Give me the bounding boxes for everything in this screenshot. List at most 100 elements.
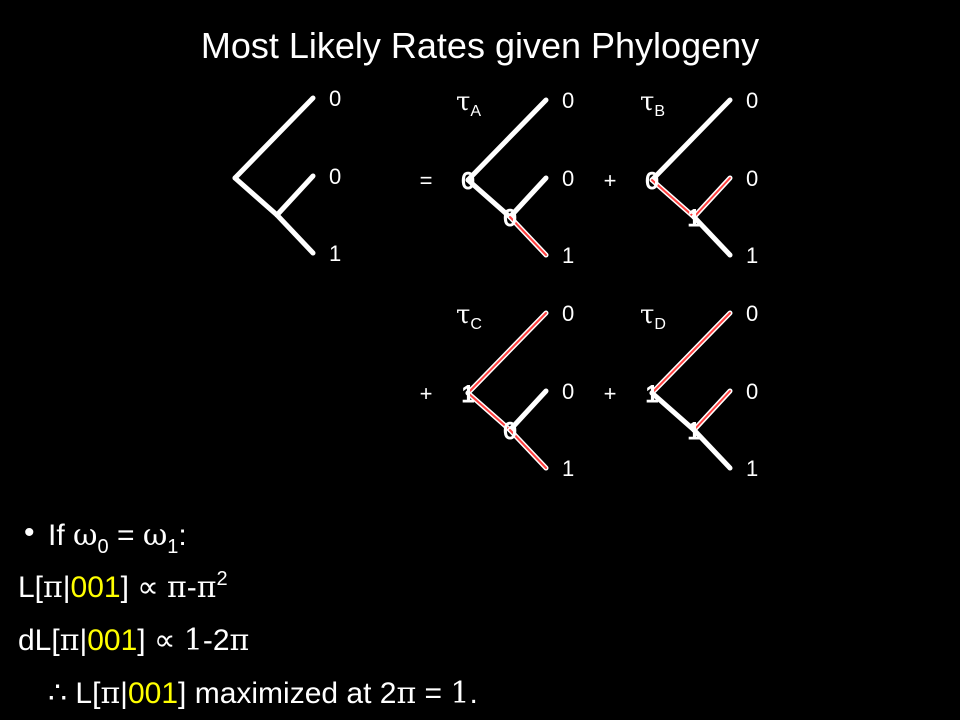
seg: 2	[216, 568, 227, 590]
tree-sub: A	[470, 103, 481, 120]
node-label: 0	[503, 205, 516, 232]
node-label: 0	[645, 168, 658, 195]
leaf-label: 1	[746, 243, 758, 268]
seg: If	[48, 519, 73, 552]
leaf-label: 0	[746, 166, 758, 191]
tree-label: τB	[640, 87, 665, 120]
seg: 0	[97, 536, 108, 558]
seg: |	[79, 624, 87, 657]
seg: ω	[143, 518, 167, 553]
seg: .	[469, 677, 477, 710]
branch	[691, 214, 733, 258]
tau: τ	[456, 87, 470, 117]
tree-sub: B	[654, 103, 665, 120]
seg: ω	[73, 518, 97, 553]
leaf-label: 1	[746, 456, 758, 481]
node-label: 1	[687, 418, 700, 445]
bullet-mark: •	[24, 516, 35, 549]
seg: 1	[450, 676, 469, 711]
operator: =	[420, 168, 433, 193]
operator: +	[604, 381, 617, 406]
seg: 001	[87, 624, 137, 657]
seg: 001	[71, 571, 121, 604]
tree-label: τD	[640, 300, 666, 333]
seg: ] ∝	[121, 571, 167, 604]
tau: τ	[640, 300, 654, 330]
branch	[467, 312, 547, 394]
seg: L[	[18, 571, 44, 604]
branch	[465, 97, 549, 183]
operator: +	[604, 168, 617, 193]
seg: |	[63, 571, 71, 604]
node-label: 1	[687, 205, 700, 232]
branch	[274, 173, 316, 218]
seg: π	[167, 570, 187, 605]
leaf-label: 0	[746, 88, 758, 113]
tree-label: τA	[456, 87, 481, 120]
tree-label: τC	[456, 300, 482, 333]
branch	[693, 177, 731, 218]
leaf-label: 1	[562, 243, 574, 268]
leaf-label: 1	[562, 456, 574, 481]
line: dL[π|001] ∝ 1-2π	[18, 623, 249, 658]
leaf-label: 0	[746, 379, 758, 404]
leaf-label: 0	[329, 86, 341, 111]
seg: π	[43, 570, 63, 605]
seg: 001	[128, 677, 178, 710]
line: L[π|001] ∝ π-π2	[18, 568, 228, 605]
tau: τ	[456, 300, 470, 330]
branch	[651, 179, 695, 218]
seg: 1	[184, 623, 203, 658]
branch	[509, 216, 547, 256]
seg: :	[178, 519, 186, 552]
seg: L[	[67, 677, 101, 710]
node-label: 0	[461, 168, 474, 195]
line: If ω0 = ω1:	[48, 518, 187, 558]
tree-sub: D	[654, 316, 666, 333]
leaf-label: 1	[329, 241, 341, 266]
line: ∴ L[π|001] maximized at 2π = 1.	[48, 676, 478, 711]
branch	[651, 312, 731, 394]
leaf-label: 0	[746, 301, 758, 326]
branch	[507, 175, 549, 220]
seg: π	[100, 676, 120, 711]
seg: 1	[167, 536, 178, 558]
operator: +	[420, 381, 433, 406]
branch	[232, 175, 280, 218]
seg: dL[	[18, 624, 60, 657]
branch	[274, 212, 316, 256]
seg: -2	[203, 624, 230, 657]
seg: =	[416, 677, 450, 710]
seg: π	[230, 623, 250, 658]
seg: ] ∝	[137, 624, 183, 657]
node-label: 1	[645, 381, 658, 408]
seg: π	[60, 623, 80, 658]
leaf-label: 0	[562, 88, 574, 113]
branch	[691, 427, 733, 471]
leaf-label: 0	[562, 379, 574, 404]
branch	[465, 177, 513, 220]
branch	[509, 429, 547, 469]
seg: ] maximized at 2	[178, 677, 396, 710]
seg: |	[120, 677, 128, 710]
seg: =	[109, 519, 143, 552]
tau: τ	[640, 87, 654, 117]
branch	[693, 390, 731, 431]
node-label: 1	[461, 381, 474, 408]
node-label: 0	[503, 418, 516, 445]
seg: π	[396, 676, 416, 711]
leaf-label: 0	[329, 164, 341, 189]
seg: ∴	[48, 676, 67, 711]
leaf-label: 0	[562, 166, 574, 191]
seg: -	[187, 571, 197, 604]
tree-sub: C	[470, 316, 482, 333]
leaf-label: 0	[562, 301, 574, 326]
branch	[649, 390, 697, 433]
branch	[232, 95, 316, 181]
branch	[507, 388, 549, 433]
branch	[649, 97, 733, 183]
seg: π	[197, 570, 217, 605]
